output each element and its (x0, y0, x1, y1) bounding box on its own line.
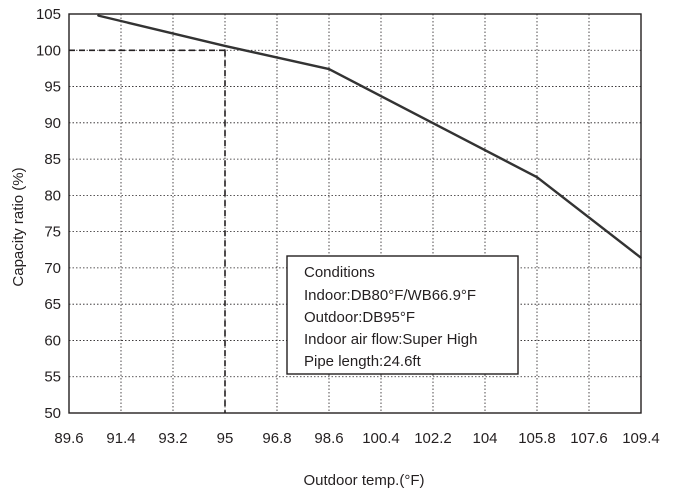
y-tick-label: 55 (44, 369, 61, 386)
series-point (97, 14, 99, 17)
series-point (224, 45, 226, 47)
y-tick-label: 75 (44, 224, 61, 241)
conditions-outdoor: Outdoor:DB95°F (304, 309, 415, 326)
y-tick-label: 85 (44, 151, 61, 168)
x-tick-label: 105.8 (518, 430, 556, 447)
y-tick-label: 70 (44, 260, 61, 277)
x-tick-label: 109.4 (622, 430, 660, 447)
x-tick-label: 102.2 (414, 430, 452, 447)
conditions-box-frame (286, 255, 519, 375)
x-tick-label: 93.2 (158, 430, 187, 447)
x-tick-label: 95 (217, 430, 234, 447)
y-tick-labels: 50 55 60 65 70 75 80 85 90 95 100 105 (36, 6, 61, 422)
y-tick-label: 90 (44, 115, 61, 132)
x-tick-label: 107.6 (570, 430, 608, 447)
x-tick-label: 100.4 (362, 430, 400, 447)
series-line (97, 14, 642, 259)
y-tick-label: 65 (44, 296, 61, 313)
plot-frame (68, 13, 642, 414)
x-tick-label: 104 (472, 430, 497, 447)
x-tick-labels: 89.6 91.4 93.2 95 96.8 98.6 100.4 102.2 104 105.8… (54, 430, 659, 447)
x-tick-label: 96.8 (262, 430, 291, 447)
series-point (536, 176, 538, 179)
conditions-indoor: Indoor:DB80°F/WB66.9°F (304, 287, 476, 304)
y-tick-label: 100 (36, 42, 61, 59)
reference-lines (69, 49, 226, 413)
conditions-air-flow: Indoor air flow:Super High (304, 331, 477, 348)
x-tick-label: 98.6 (314, 430, 343, 447)
y-tick-label: 105 (36, 6, 61, 23)
x-tick-label: 89.6 (54, 430, 83, 447)
series-layer (97, 14, 642, 259)
series-point (328, 68, 330, 70)
y-tick-label: 60 (44, 332, 61, 349)
y-tick-label: 80 (44, 187, 61, 204)
y-axis-label: Capacity ratio (%) (10, 167, 27, 286)
conditions-box: Conditions Indoor:DB80°F/WB66.9°F Outdoo… (286, 255, 519, 375)
x-axis-label: Outdoor temp.(°F) (303, 472, 424, 489)
y-tick-label: 95 (44, 79, 61, 96)
conditions-pipe-length: Pipe length:24.6ft (304, 353, 422, 370)
y-tick-label: 50 (44, 405, 61, 422)
x-tick-label: 91.4 (106, 430, 135, 447)
conditions-title: Conditions (304, 264, 375, 281)
grid (69, 14, 641, 413)
